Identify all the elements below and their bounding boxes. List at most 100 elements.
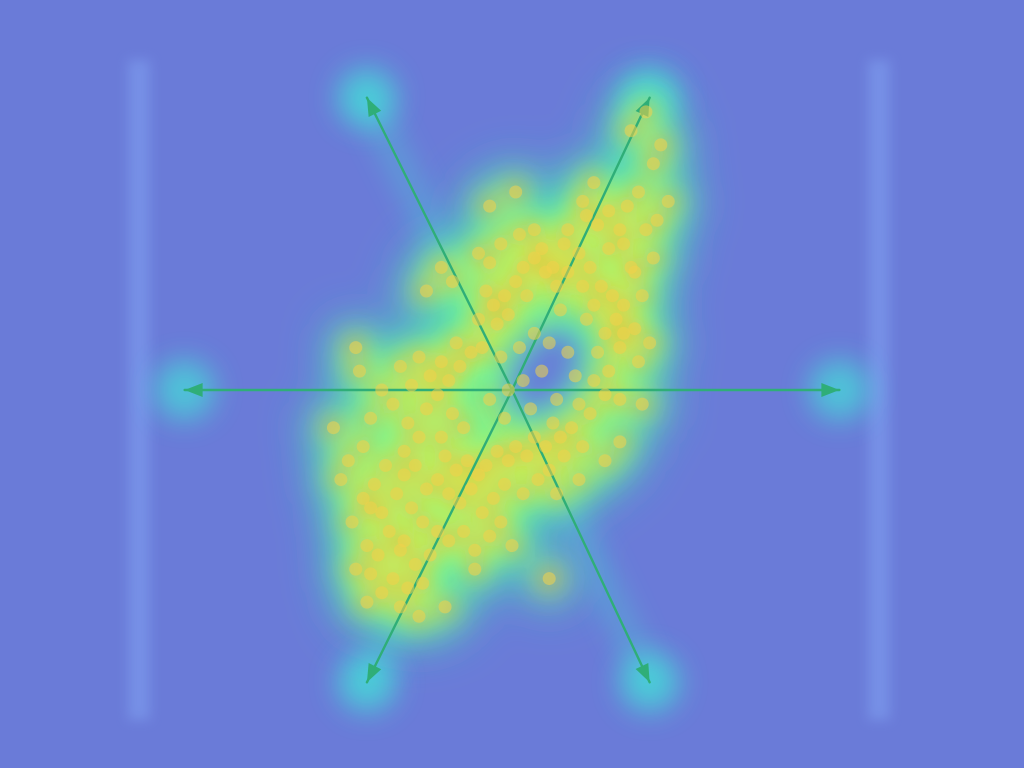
scatter-point: [419, 284, 433, 298]
scatter-point: [431, 524, 445, 538]
scatter-point: [512, 227, 526, 241]
scatter-point: [498, 289, 512, 303]
scatter-point: [438, 449, 452, 463]
scatter-point: [445, 275, 459, 289]
scatter-point: [360, 595, 374, 609]
scatter-point: [538, 265, 552, 279]
scatter-point: [442, 534, 456, 548]
scatter-point: [412, 430, 426, 444]
scatter-point: [639, 105, 653, 119]
scatter-point: [527, 430, 541, 444]
scatter-point: [453, 496, 467, 510]
scatter-point: [591, 218, 605, 232]
points-layer: [326, 105, 675, 623]
frame-glow-left: [128, 60, 150, 720]
scatter-point: [356, 491, 370, 505]
scatter-point: [628, 322, 642, 336]
scatter-point: [646, 157, 660, 171]
scatter-point: [464, 345, 478, 359]
plot-frame-glow: [128, 60, 890, 720]
scatter-point: [643, 336, 657, 350]
scatter-point: [494, 515, 508, 529]
scatter-point: [442, 374, 456, 388]
scatter-point: [449, 463, 463, 477]
scatter-point: [650, 213, 664, 227]
scatter-point: [364, 501, 378, 515]
scatter-point: [550, 392, 564, 406]
scatter-point: [468, 543, 482, 557]
scatter-point: [386, 397, 400, 411]
scatter-point: [408, 458, 422, 472]
scatter-point: [397, 444, 411, 458]
scatter-point: [527, 251, 541, 265]
scatter-point: [375, 506, 389, 520]
scatter-point: [445, 407, 459, 421]
scatter-point: [598, 454, 612, 468]
scatter-point: [602, 242, 616, 256]
scatter-point: [442, 487, 456, 501]
scatter-point: [490, 317, 504, 331]
scatter-point: [472, 312, 486, 326]
scatter-point: [598, 326, 612, 340]
scatter-point: [572, 397, 586, 411]
scatter-point: [613, 341, 627, 355]
scatter-point: [490, 444, 504, 458]
scatter-point: [501, 454, 515, 468]
scatter-point: [550, 279, 564, 293]
scatter-point: [371, 548, 385, 562]
scatter-point: [453, 359, 467, 373]
scatter-point: [349, 341, 363, 355]
scatter-point: [535, 242, 549, 256]
scatter-point: [501, 308, 515, 322]
arrow-head: [366, 97, 382, 117]
scatter-point: [550, 487, 564, 501]
scatter-point: [397, 468, 411, 482]
scatter-point: [483, 529, 497, 543]
scatter-point: [494, 350, 508, 364]
scatter-point: [334, 473, 348, 487]
scatter-point: [423, 548, 437, 562]
arrow-head: [366, 663, 382, 683]
scatter-point: [628, 265, 642, 279]
scatter-point: [360, 539, 374, 553]
scatter-point: [341, 454, 355, 468]
scatter-point: [375, 586, 389, 600]
scatter-point: [583, 260, 597, 274]
scatter-point: [661, 194, 675, 208]
scatter-point: [516, 487, 530, 501]
scatter-point: [416, 576, 430, 590]
scatter-point: [438, 600, 452, 614]
scatter-point: [613, 392, 627, 406]
scatter-point: [408, 557, 422, 571]
scatter-point: [646, 251, 660, 265]
scatter-point: [509, 275, 523, 289]
scatter-point: [397, 534, 411, 548]
scatter-point: [375, 383, 389, 397]
scatter-point: [617, 298, 631, 312]
scatter-point: [352, 364, 366, 378]
scatter-point: [364, 567, 378, 581]
scatter-point: [553, 430, 567, 444]
scatter-point: [587, 298, 601, 312]
scatter-point: [635, 397, 649, 411]
scatter-point: [386, 572, 400, 586]
scatter-point: [405, 501, 419, 515]
scatter-point: [326, 421, 340, 435]
scatter-point: [405, 378, 419, 392]
scatter-point: [527, 223, 541, 237]
scatter-point: [542, 572, 556, 586]
scatter-point: [472, 468, 486, 482]
scatter-point: [423, 369, 437, 383]
scatter-point: [434, 430, 448, 444]
scatter-point: [568, 369, 582, 383]
scatter-point: [434, 355, 448, 369]
arrow-head: [184, 383, 203, 397]
scatter-point: [475, 341, 489, 355]
scatter-point: [524, 402, 538, 416]
scatter-point: [501, 383, 515, 397]
scatter-point: [390, 487, 404, 501]
scatter-point: [483, 199, 497, 213]
scatter-point: [557, 237, 571, 251]
scatter-point: [617, 237, 631, 251]
